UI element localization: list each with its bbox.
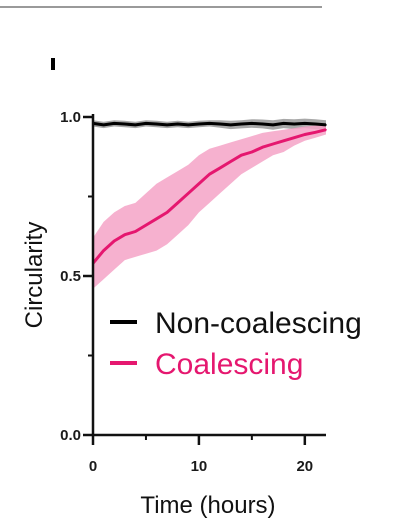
error-band-coalescing bbox=[93, 124, 326, 289]
data-point bbox=[145, 224, 147, 226]
data-point bbox=[155, 218, 158, 220]
data-point bbox=[293, 123, 296, 125]
data-point bbox=[134, 124, 137, 126]
legend-label: Non-coalescing bbox=[155, 307, 362, 340]
x-tick-label: 10 bbox=[191, 458, 208, 475]
data-point bbox=[240, 154, 243, 156]
data-point bbox=[229, 124, 232, 126]
data-point bbox=[293, 136, 296, 139]
data-point bbox=[102, 124, 105, 126]
data-point bbox=[124, 233, 126, 236]
data-point bbox=[208, 173, 211, 175]
legend: Non-coalescing Coalescing bbox=[110, 307, 362, 381]
data-point bbox=[282, 122, 285, 125]
data-point bbox=[187, 124, 190, 126]
y-axis-label: Circularity bbox=[21, 222, 48, 329]
x-tick-label: 0 bbox=[89, 458, 97, 475]
y-tick-label: 0.0 bbox=[60, 427, 81, 444]
data-point bbox=[272, 143, 274, 145]
data-point bbox=[134, 230, 137, 233]
data-point bbox=[261, 146, 264, 148]
data-point bbox=[155, 123, 158, 125]
data-point bbox=[314, 131, 317, 134]
error-bands bbox=[93, 118, 326, 289]
data-point bbox=[229, 160, 232, 163]
data-point bbox=[325, 124, 327, 126]
data-point bbox=[219, 167, 221, 169]
data-point bbox=[282, 140, 285, 142]
data-point bbox=[113, 122, 115, 125]
data-point bbox=[325, 128, 327, 131]
data-point bbox=[251, 151, 253, 153]
data-point bbox=[166, 211, 168, 214]
data-point bbox=[219, 123, 221, 125]
data-point bbox=[176, 123, 179, 125]
data-point bbox=[145, 122, 147, 125]
data-point bbox=[198, 123, 200, 125]
data-point bbox=[240, 123, 243, 125]
x-axis-label: Time (hours) bbox=[140, 492, 275, 519]
axes bbox=[83, 114, 326, 445]
data-point bbox=[113, 240, 115, 242]
data-point bbox=[208, 122, 211, 125]
data-point bbox=[304, 133, 306, 136]
data-point bbox=[124, 123, 126, 125]
data-point bbox=[187, 192, 190, 195]
data-point bbox=[314, 123, 317, 125]
stray-mark bbox=[51, 58, 55, 70]
legend-label: Coalescing bbox=[155, 348, 303, 381]
data-point bbox=[251, 122, 253, 125]
tick-labels: 0.0 0.5 1.0 0 10 20 bbox=[60, 109, 313, 475]
data-point bbox=[198, 183, 200, 185]
data-point bbox=[304, 122, 306, 125]
data-point bbox=[166, 124, 168, 126]
data-point bbox=[176, 202, 179, 204]
y-tick-label: 1.0 bbox=[60, 109, 81, 126]
series-lines bbox=[91, 121, 327, 265]
y-tick-label: 0.5 bbox=[60, 268, 81, 285]
data-point bbox=[102, 249, 105, 252]
data-point bbox=[261, 123, 264, 125]
x-tick-label: 20 bbox=[296, 458, 313, 475]
data-point bbox=[272, 124, 274, 126]
